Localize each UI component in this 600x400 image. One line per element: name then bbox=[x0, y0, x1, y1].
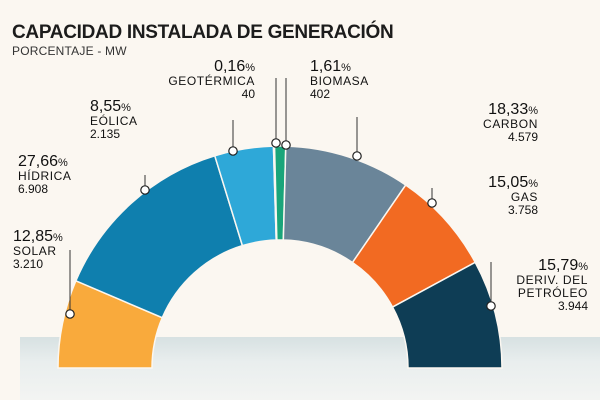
slice-mw-1: 6.908 bbox=[18, 182, 49, 196]
leader-dot-0 bbox=[65, 309, 75, 319]
slice-label-7: 15,79% DERIV. DEL PETRÓLEO 3.944 bbox=[495, 257, 588, 313]
leader-dot-4 bbox=[281, 140, 291, 150]
slice-label-6: 15,05% GAS 3.758 bbox=[424, 174, 538, 217]
slice-name-7-1: PETRÓLEO bbox=[517, 286, 588, 300]
chart-subtitle: PORCENTAJE - MW bbox=[12, 44, 127, 58]
chart-title: CAPACIDAD INSTALADA DE GENERACIÓN bbox=[12, 22, 394, 43]
slice-name-2: EÓLICA bbox=[90, 114, 138, 128]
slice-7 bbox=[391, 261, 503, 369]
slice-name-4: BIOMASA bbox=[310, 74, 369, 88]
slice-percent-7: 15,79% bbox=[538, 257, 588, 274]
slice-name-0: SOLAR bbox=[13, 244, 57, 258]
leader-dot-6 bbox=[427, 198, 437, 208]
slice-label-3: 0,16% GEOTÉRMICA 40 bbox=[150, 58, 255, 101]
leader-dot-1 bbox=[140, 185, 150, 195]
slice-label-5: 18,33% CARBON 4.579 bbox=[358, 101, 538, 144]
slice-label-0: 12,85% SOLAR 3.210 bbox=[13, 228, 63, 271]
slice-name-1: HÍDRICA bbox=[18, 169, 72, 183]
slice-mw-5: 4.579 bbox=[507, 130, 538, 144]
slice-mw-2: 2.135 bbox=[90, 127, 121, 141]
slice-percent-4: 1,61% bbox=[310, 58, 351, 75]
slice-percent-6: 15,05% bbox=[488, 174, 538, 191]
slice-label-1: 27,66% HÍDRICA 6.908 bbox=[18, 153, 72, 196]
slice-percent-1: 27,66% bbox=[18, 153, 68, 170]
slice-mw-4: 402 bbox=[310, 87, 331, 101]
slice-percent-5: 18,33% bbox=[488, 101, 538, 118]
leader-dot-5 bbox=[352, 151, 362, 161]
slice-name-7-0: DERIV. DEL bbox=[516, 273, 588, 287]
slice-mw-0: 3.210 bbox=[13, 257, 44, 271]
slice-name-5: CARBON bbox=[483, 117, 538, 131]
slice-mw-3: 40 bbox=[241, 87, 255, 101]
slice-percent-2: 8,55% bbox=[90, 98, 131, 115]
slice-percent-3: 0,16% bbox=[214, 58, 255, 75]
slice-mw-7: 3.944 bbox=[557, 299, 588, 313]
slice-name-6: GAS bbox=[510, 190, 538, 204]
slice-name-3: GEOTÉRMICA bbox=[168, 74, 255, 88]
leader-dot-2 bbox=[228, 146, 238, 156]
slice-mw-6: 3.758 bbox=[507, 203, 538, 217]
leader-dot-3 bbox=[271, 138, 281, 148]
leader-dot-7 bbox=[486, 301, 496, 311]
slice-label-4: 1,61% BIOMASA 402 bbox=[310, 58, 369, 101]
slice-label-2: 8,55% EÓLICA 2.135 bbox=[90, 98, 138, 141]
slice-percent-0: 12,85% bbox=[13, 228, 63, 245]
